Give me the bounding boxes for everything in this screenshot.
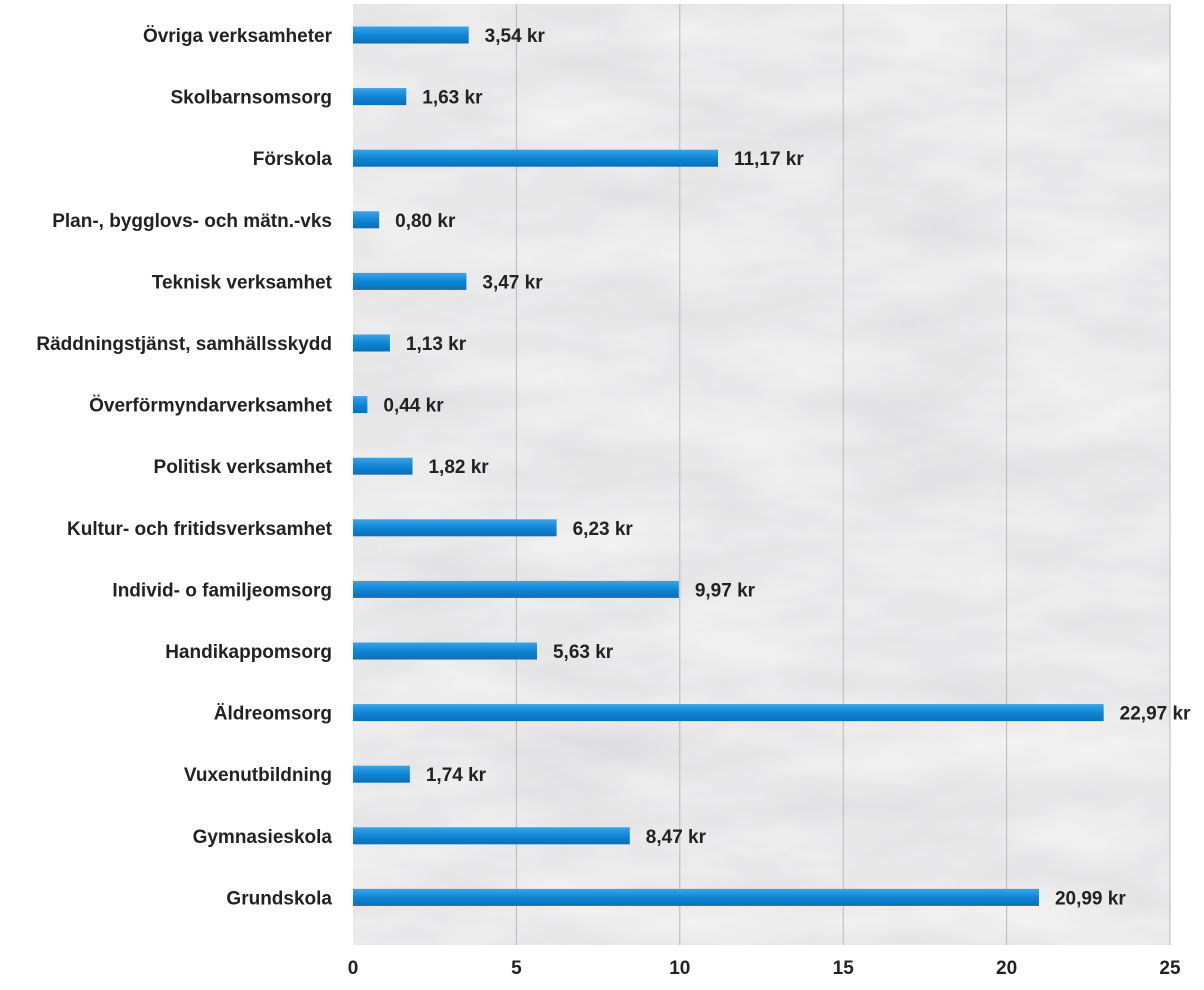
x-tick-label: 25 (1159, 958, 1181, 979)
bar (353, 26, 469, 44)
bar (353, 88, 407, 106)
category-label: Skolbarnsomsorg (170, 88, 332, 109)
bar (353, 765, 410, 783)
data-label: 11,17 kr (734, 149, 804, 170)
category-label: Gymnasieskola (193, 827, 333, 848)
data-label: 22,97 kr (1120, 704, 1191, 725)
category-label: Övriga verksamheter (143, 26, 333, 47)
category-label: Teknisk verksamhet (152, 272, 333, 293)
data-label: 8,47 kr (646, 827, 707, 848)
bar (353, 642, 537, 660)
data-label: 9,97 kr (695, 580, 756, 601)
category-label: Politisk verksamhet (154, 457, 333, 478)
data-label: 0,80 kr (395, 211, 456, 232)
category-label: Kultur- och fritidsverksamhet (67, 519, 333, 540)
bar (353, 149, 719, 167)
category-label: Vuxenutbildning (184, 765, 332, 786)
x-tick-label: 20 (996, 958, 1017, 979)
category-label: Individ- o familjeomsorg (112, 580, 332, 601)
bar (353, 211, 380, 229)
category-label: Räddningstjänst, samhällsskydd (36, 334, 332, 355)
x-tick-label: 5 (511, 958, 522, 979)
bar (353, 457, 413, 475)
category-label: Förskola (253, 149, 333, 170)
bar (353, 396, 368, 414)
data-label: 1,74 kr (426, 765, 487, 786)
category-label: Äldreomsorg (214, 704, 332, 725)
data-label: 20,99 kr (1055, 888, 1126, 909)
data-labels: 3,54 kr 1,63 kr 11,17 kr 0,80 kr 3,47 kr 1,13… (383, 26, 1191, 909)
data-label: 3,47 kr (482, 272, 543, 293)
data-label: 1,63 kr (422, 88, 483, 109)
bar (353, 827, 630, 845)
category-label: Grundskola (226, 888, 332, 909)
bar (353, 580, 679, 598)
x-axis-tick-labels: 0 5 10 15 20 25 (348, 958, 1181, 979)
bar (353, 704, 1104, 722)
data-label: 1,13 kr (406, 334, 467, 355)
category-label: Plan-, bygglovs- och mätn.-vks (52, 211, 332, 232)
x-tick-label: 0 (348, 958, 359, 979)
data-label: 6,23 kr (573, 519, 634, 540)
bars (353, 26, 1104, 906)
x-tick-label: 10 (669, 958, 690, 979)
category-labels: Övriga verksamheter Skolbarnsomsorg Försko… (36, 26, 332, 909)
bar (353, 519, 557, 537)
bar (353, 272, 467, 290)
data-label: 3,54 kr (485, 26, 546, 47)
data-label: 1,82 kr (428, 457, 489, 478)
data-label: 0,44 kr (383, 396, 444, 417)
bar (353, 334, 390, 352)
x-tick-label: 15 (833, 958, 855, 979)
bar (353, 888, 1039, 906)
category-label: Överförmyndarverksamhet (89, 396, 333, 417)
data-label: 5,63 kr (553, 642, 614, 663)
category-label: Handikappomsorg (165, 642, 332, 663)
